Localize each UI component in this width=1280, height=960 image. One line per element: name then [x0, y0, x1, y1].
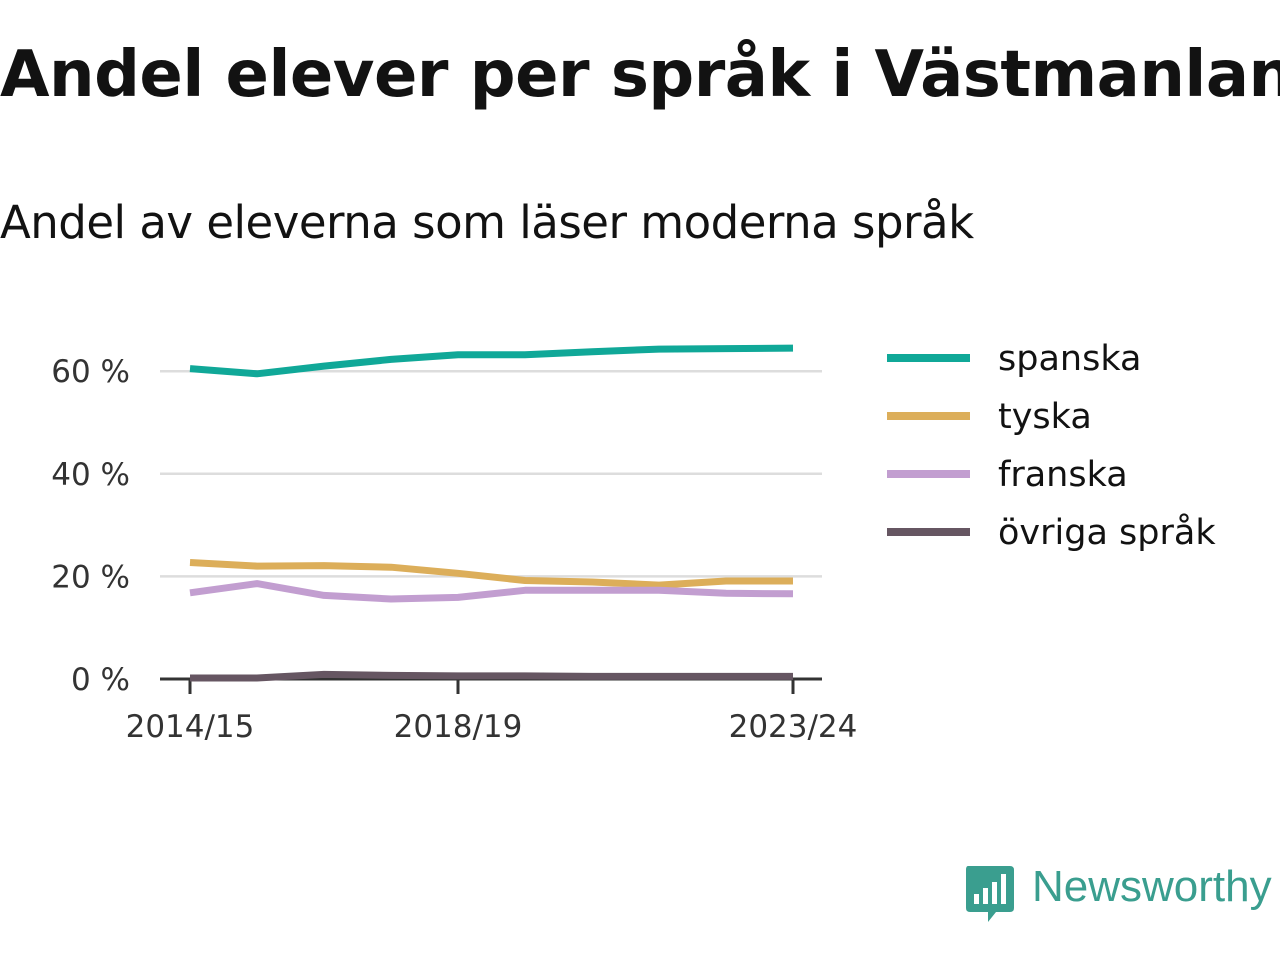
- legend-label-2: franska: [998, 455, 1128, 495]
- series-line-2: [189, 580, 794, 603]
- series-line-3: [190, 670, 793, 682]
- legend: spanska tyska franska övriga språk: [887, 339, 1216, 553]
- grid-lines: [160, 369, 822, 578]
- series-lines: [189, 344, 794, 682]
- series-line-1: [189, 559, 793, 589]
- x-tick-label: 2014/15: [126, 709, 255, 745]
- y-tick-label: 40 %: [51, 457, 130, 493]
- chart-subtitle: Andel av eleverna som läser moderna språ…: [0, 196, 974, 249]
- legend-label-1: tyska: [998, 397, 1092, 437]
- newsworthy-logo-icon: [966, 866, 1014, 922]
- brand-logo: Newsworthy: [962, 862, 1280, 926]
- x-tick-label: 2023/24: [729, 709, 858, 745]
- y-axis: 0 % 20 % 40 % 60 %: [51, 354, 130, 698]
- x-axis: 2014/15 2018/19 2023/24: [126, 677, 858, 745]
- series-line-0: [189, 344, 794, 378]
- legend-label-3: övriga språk: [998, 512, 1216, 553]
- legend-label-0: spanska: [998, 339, 1141, 379]
- chart-title: Andel elever per språk i Västmanland: [0, 38, 1280, 112]
- y-tick-label: 0 %: [71, 662, 130, 698]
- x-tick-label: 2018/19: [394, 709, 523, 745]
- y-tick-label: 60 %: [51, 354, 130, 390]
- y-tick-label: 20 %: [51, 559, 130, 595]
- brand-name: Newsworthy: [1032, 862, 1272, 911]
